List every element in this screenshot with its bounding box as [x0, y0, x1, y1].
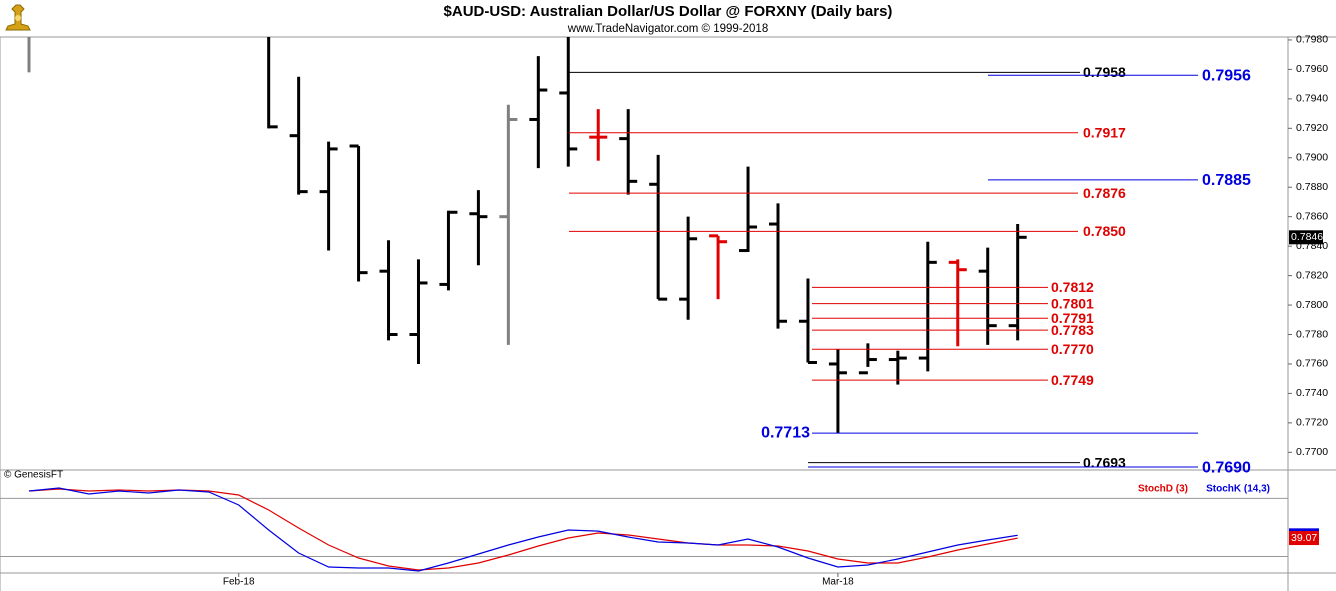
level-label: 0.7770 — [1051, 341, 1094, 357]
level-label: 0.7885 — [1202, 172, 1251, 189]
level-label: 0.7917 — [1083, 124, 1126, 140]
logo — [5, 4, 31, 31]
y-tick-label: 0.7720 — [1296, 417, 1328, 429]
level-label: 0.7791 — [1051, 310, 1094, 326]
level-label: 0.7801 — [1051, 295, 1094, 311]
y-tick-label: 0.7980 — [1296, 34, 1328, 46]
y-tick-label: 0.7880 — [1296, 181, 1328, 193]
last-price-box — [1289, 230, 1323, 245]
level-label: 0.7958 — [1083, 64, 1126, 80]
y-tick-label: 0.7920 — [1296, 122, 1328, 134]
level-label: 0.7876 — [1083, 185, 1126, 201]
level-label: 0.7690 — [1202, 459, 1251, 476]
y-tick-label: 0.7740 — [1296, 387, 1328, 399]
level-label: 0.7749 — [1051, 372, 1094, 388]
level-label: 0.7783 — [1051, 322, 1094, 338]
level-label: 0.7812 — [1051, 279, 1094, 295]
legend-label: StochK (14,3) — [1206, 484, 1270, 495]
last-value-label: 39.07 — [1291, 532, 1317, 544]
y-tick-label: 0.7960 — [1296, 63, 1328, 75]
y-tick-label: 0.7800 — [1296, 299, 1328, 311]
price-panel — [27, 37, 1027, 434]
legend-label: StochD (3) — [1138, 484, 1188, 495]
stoch-panel — [0, 487, 1288, 572]
y-tick-label: 0.7820 — [1296, 269, 1328, 281]
y-tick-label: 0.7700 — [1296, 446, 1328, 458]
y-tick-label: 0.7860 — [1296, 210, 1328, 222]
chart-subtitle: www.TradeNavigator.com © 1999-2018 — [567, 23, 768, 35]
y-tick-label: 0.7940 — [1296, 93, 1328, 105]
last-price-label: 0.7846 — [1291, 231, 1323, 243]
source-label: © GenesisFT — [4, 470, 63, 481]
level-label: 0.7956 — [1202, 68, 1251, 85]
last-value-box — [1289, 531, 1319, 546]
y-tick-label: 0.7780 — [1296, 328, 1328, 340]
chart-title: $AUD-USD: Australian Dollar/US Dollar @ … — [444, 3, 893, 20]
stoch-line — [28, 487, 1018, 572]
x-tick-label: Feb-18 — [223, 577, 255, 588]
y-tick-label: 0.7760 — [1296, 358, 1328, 370]
x-tick-label: Mar-18 — [822, 577, 854, 588]
axes: 0.7700 0.7720 0.7740 0.7760 0.7780 0.7800 0.78… — [223, 34, 1328, 588]
level-label: 0.7693 — [1083, 454, 1126, 470]
level-label: 0.7850 — [1083, 223, 1126, 239]
y-tick-label: 0.7900 — [1296, 152, 1328, 164]
level-label: 0.7713 — [761, 424, 810, 441]
